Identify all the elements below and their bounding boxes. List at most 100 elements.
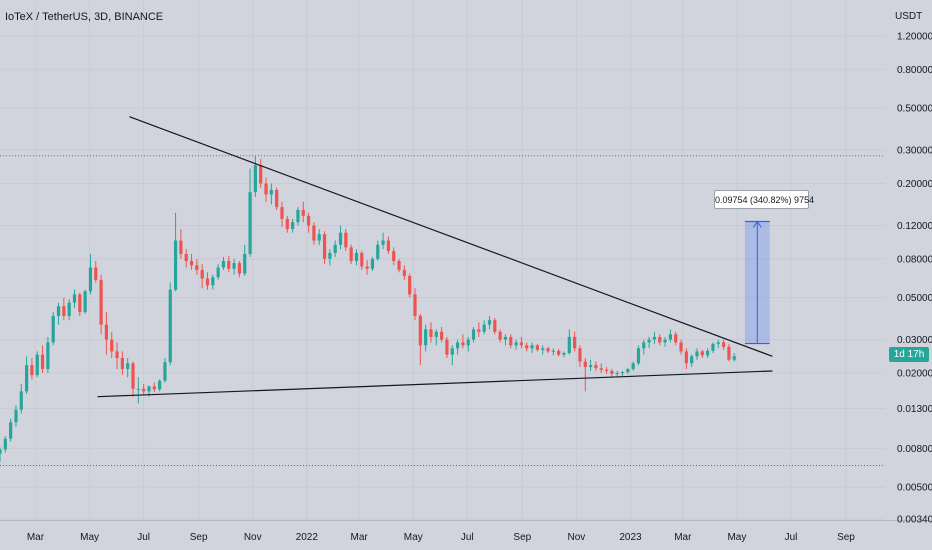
- candle-body: [573, 336, 577, 349]
- candle-body: [386, 240, 391, 252]
- candle-body: [269, 189, 273, 195]
- candle: [40, 345, 45, 373]
- candle: [328, 249, 332, 266]
- candle: [370, 256, 375, 272]
- candle: [610, 368, 614, 377]
- candle-body: [99, 279, 103, 325]
- candle-body: [152, 386, 156, 390]
- candle: [78, 292, 82, 316]
- candle: [711, 342, 715, 354]
- candle-body: [541, 348, 545, 350]
- candle: [30, 357, 34, 380]
- candle-body: [51, 315, 55, 343]
- time-tick-label: Nov: [244, 532, 262, 543]
- candle-body: [466, 339, 470, 346]
- candle-body: [163, 362, 167, 381]
- candle-body: [237, 263, 242, 274]
- candle: [306, 212, 311, 233]
- candle-body: [35, 354, 39, 376]
- dotted-levels: [0, 155, 885, 467]
- candle: [530, 342, 534, 354]
- price-tick-label: 0.03000: [897, 335, 932, 346]
- candle-body: [392, 251, 396, 261]
- candle-body: [264, 183, 268, 195]
- candle-body: [684, 351, 688, 364]
- price-tick-label: 0.12000: [897, 221, 932, 232]
- candle: [578, 345, 582, 368]
- candle-body: [46, 342, 50, 369]
- candle: [354, 249, 359, 266]
- candle: [46, 336, 50, 373]
- candle: [19, 383, 23, 414]
- candle-body: [158, 380, 162, 390]
- candle: [104, 311, 109, 355]
- candle: [519, 336, 524, 349]
- symbol-title[interactable]: IoTeX / TetherUS, 3D, BINANCE: [5, 11, 164, 23]
- candle-body: [700, 351, 704, 356]
- candle: [546, 346, 550, 354]
- candle: [604, 367, 609, 374]
- time-tick-label: 2022: [296, 532, 319, 543]
- candle-body: [312, 225, 316, 241]
- candle: [509, 334, 513, 349]
- candle-body: [338, 232, 343, 245]
- candle-body: [370, 258, 375, 269]
- candle: [647, 336, 651, 349]
- time-tick-label: Sep: [190, 532, 208, 543]
- candle: [487, 315, 492, 330]
- candle-body: [40, 354, 45, 369]
- candle-body: [604, 369, 609, 371]
- candle-body: [275, 189, 279, 208]
- candle: [179, 229, 183, 259]
- candle-body: [716, 342, 720, 344]
- candle: [615, 370, 619, 378]
- candle-body: [104, 324, 109, 340]
- candle-body: [445, 339, 449, 355]
- candle: [663, 336, 667, 347]
- candle: [599, 363, 603, 373]
- candle-body: [578, 348, 582, 362]
- candle: [211, 274, 215, 290]
- trendlines: [97, 116, 773, 398]
- candle-body: [711, 343, 715, 351]
- candle: [514, 339, 518, 350]
- candle: [120, 351, 124, 376]
- candle: [658, 334, 662, 346]
- candle-body: [647, 339, 651, 343]
- candle: [706, 348, 710, 358]
- candle-body: [562, 353, 566, 355]
- candle-body: [631, 363, 635, 369]
- candle-body: [30, 365, 34, 376]
- candle-body: [147, 386, 151, 392]
- candle-body: [349, 247, 353, 261]
- candle: [136, 377, 140, 404]
- candle-body: [461, 342, 465, 346]
- candle: [376, 240, 380, 261]
- candle: [360, 251, 364, 270]
- candle: [408, 273, 412, 298]
- candle-body: [450, 348, 454, 355]
- candle-body: [9, 422, 13, 439]
- candle-body: [110, 339, 114, 352]
- candle-body: [78, 294, 82, 312]
- candle: [221, 256, 226, 270]
- candle: [269, 183, 273, 205]
- price-tick-label: 0.05000: [897, 293, 932, 304]
- time-tick-label: Sep: [513, 532, 531, 543]
- candle: [684, 348, 688, 369]
- candle-body: [455, 342, 460, 349]
- candle-body: [216, 267, 220, 278]
- candle-body: [626, 368, 630, 373]
- candle: [716, 339, 720, 349]
- candle-body: [142, 388, 146, 392]
- price-tick-label: 0.80000: [897, 65, 932, 76]
- candle-body: [381, 240, 385, 245]
- time-tick-label: Mar: [674, 532, 692, 543]
- candle-body: [535, 345, 539, 350]
- candle-body: [67, 302, 71, 316]
- candle: [424, 324, 428, 352]
- candle-body: [418, 315, 422, 346]
- candle-body: [221, 260, 226, 268]
